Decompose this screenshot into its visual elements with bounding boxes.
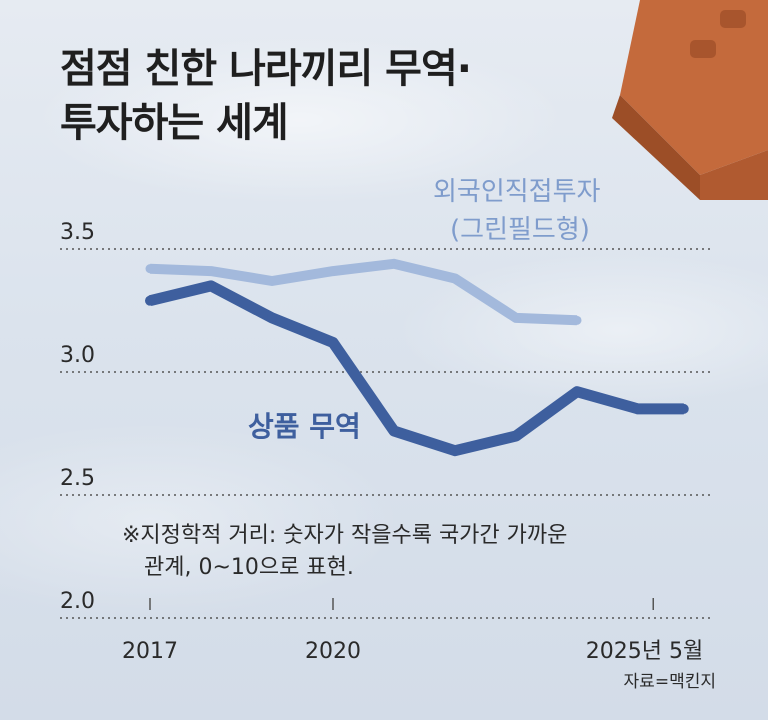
x-tick-label-0: 2017 xyxy=(122,639,178,664)
goods-series-point-8 xyxy=(633,403,643,414)
goods-series-point-0 xyxy=(145,295,155,306)
goods-series-label: 상품 무역 xyxy=(248,410,361,443)
goods-series-point-6 xyxy=(511,430,521,441)
chart-title: 점점 친한 나라끼리 무역· 투자하는 세계 xyxy=(60,42,472,150)
goods-series-point-5 xyxy=(450,445,460,456)
fdi-series-point-4 xyxy=(389,259,399,269)
goods-series-point-9 xyxy=(678,403,689,414)
brick-illustration xyxy=(612,0,768,200)
fdi-series-point-6 xyxy=(511,313,521,323)
fdi-series-point-0 xyxy=(145,264,155,274)
source-credit: 자료=맥킨지 xyxy=(623,672,716,692)
fdi-series-point-3 xyxy=(328,266,338,276)
fdi-series-point-2 xyxy=(267,276,277,286)
goods-series-point-4 xyxy=(389,426,399,437)
y-tick-label-0: 3.5 xyxy=(60,220,95,245)
footnote-line2: 관계, 0~10으로 표현. xyxy=(144,555,354,580)
fdi-series-line xyxy=(149,258,578,326)
footnote-line1: ※지정학적 거리: 숫자가 작을수록 국가간 가까운 xyxy=(122,523,568,548)
fdi-series-point-1 xyxy=(206,266,216,276)
goods-series-line xyxy=(148,280,684,457)
y-tick-label-2: 2.5 xyxy=(60,466,95,491)
x-tick-label-1: 2020 xyxy=(305,639,361,664)
fdi-series-point-7 xyxy=(572,315,582,325)
footnote: ※지정학적 거리: 숫자가 작을수록 국가간 가까운 관계, 0~10으로 표현… xyxy=(122,520,567,584)
fdi-series-label-line1: 외국인직접투자 xyxy=(433,177,601,207)
goods-series-point-2 xyxy=(267,312,277,323)
goods-series-point-1 xyxy=(206,280,216,291)
y-tick-label-1: 3.0 xyxy=(60,343,95,368)
chart-title-line2: 투자하는 세계 xyxy=(60,100,289,146)
chart-title-line1: 점점 친한 나라끼리 무역· xyxy=(60,46,472,92)
y-tick-label-3: 2.0 xyxy=(60,589,95,614)
fdi-series-point-5 xyxy=(450,274,460,284)
goods-series-point-7 xyxy=(572,386,582,397)
goods-series-point-3 xyxy=(328,337,338,348)
x-tick-label-2: 2025년 5월 xyxy=(586,639,703,664)
fdi-series-label-line2: (그린필드형) xyxy=(450,215,590,245)
